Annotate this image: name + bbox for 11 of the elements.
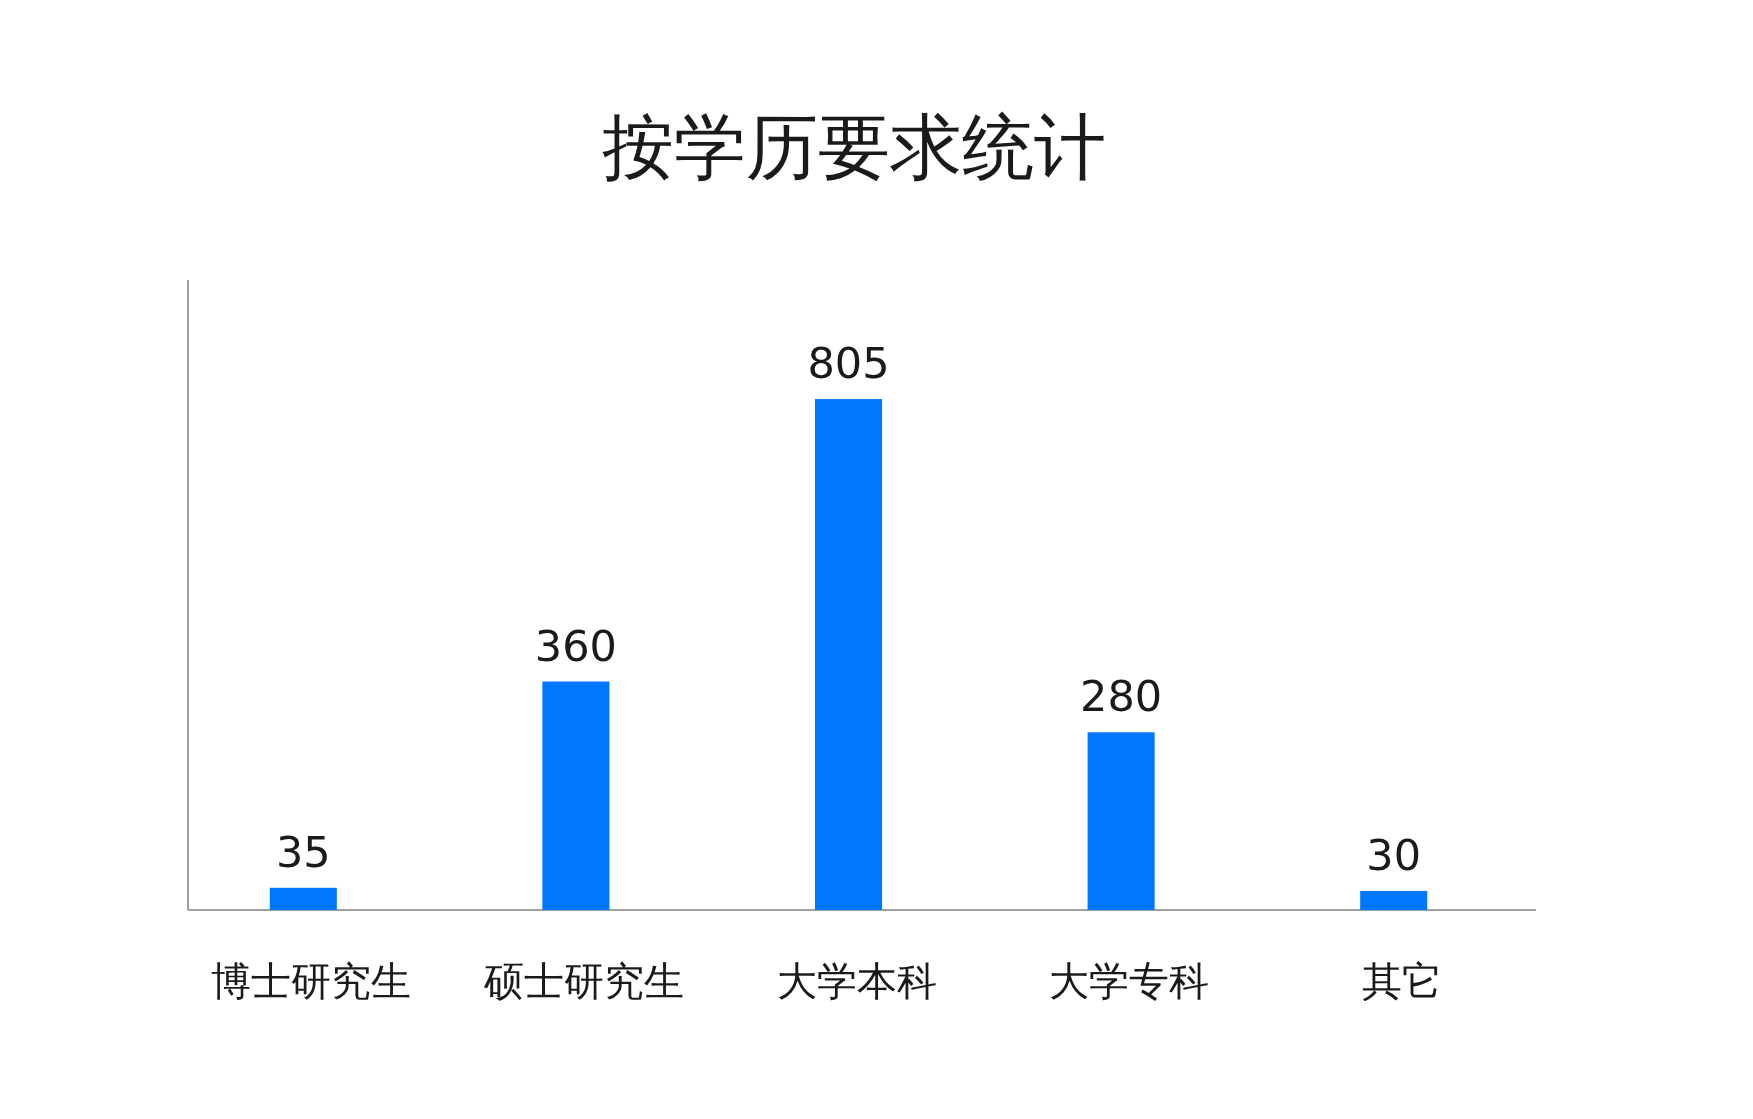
data-label: 360 — [534, 620, 617, 671]
x-tick-label: 大学专科 — [1049, 958, 1210, 1004]
title: 按学历要求统计 — [602, 105, 1106, 189]
x-tick-label: 硕士研究生 — [483, 958, 684, 1004]
data-label: 35 — [275, 826, 331, 877]
data-label: 805 — [807, 338, 890, 389]
x-tick-label: 大学本科 — [776, 958, 937, 1004]
data-label: 30 — [1366, 829, 1422, 880]
x-tick-label: 博士研究生 — [211, 958, 412, 1004]
data-label: 280 — [1080, 671, 1163, 722]
x-tick-label: 其它 — [1361, 958, 1442, 1004]
